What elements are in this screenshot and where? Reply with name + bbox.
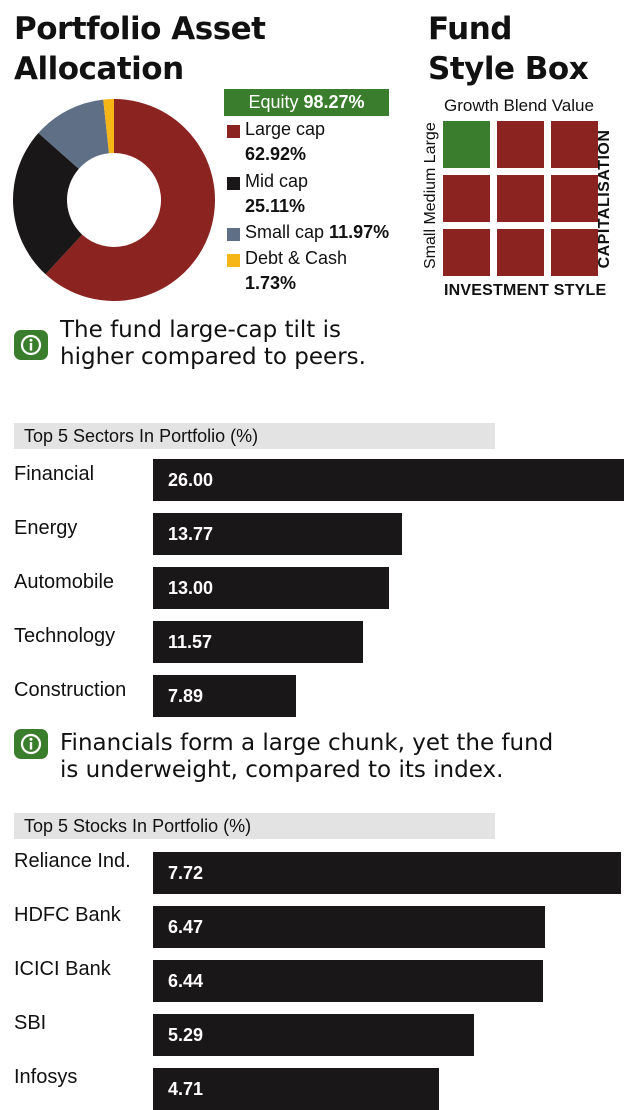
- style-cell-medium-value: [551, 175, 598, 222]
- category-label: Financial: [14, 463, 95, 485]
- note-large-cap-tilt-line2: higher compared to peers.: [60, 344, 366, 370]
- bar: 7.72: [153, 852, 621, 894]
- donut-slice-mid-cap: [12, 133, 83, 275]
- note-large-cap-tilt-line1: The fund large-cap tilt is: [60, 317, 341, 343]
- note-financials-line1: Financials form a large chunk, yet the f…: [60, 730, 554, 756]
- bar: 11.57: [153, 621, 363, 663]
- bar: 7.89: [153, 675, 296, 717]
- bar-value-label: 13.77: [168, 524, 214, 544]
- legend-swatch-debt-cash: [227, 254, 240, 267]
- bar-value-label: 7.72: [168, 863, 204, 883]
- equity-badge: Equity 98.27%: [224, 89, 389, 116]
- category-label: Reliance Ind.: [14, 850, 131, 872]
- legend-label-small-cap: Small cap: [245, 222, 325, 242]
- style-cell-medium-growth: [443, 175, 490, 222]
- category-label: Automobile: [14, 571, 115, 593]
- style-cell-large-value: [551, 121, 598, 168]
- stocks-chart-title: Top 5 Stocks In Portfolio (%): [14, 813, 495, 839]
- legend-value-large-cap: 62.92%: [245, 144, 307, 164]
- legend-swatch-mid-cap: [227, 177, 240, 190]
- category-label: Construction: [14, 679, 127, 701]
- equity-label: Equity: [248, 92, 299, 112]
- bar-value-label: 26.00: [168, 470, 214, 490]
- style-cell-medium-blend: [497, 175, 544, 222]
- style-box-title-line1: Fund: [428, 11, 512, 47]
- bar-value-label: 7.89: [168, 686, 204, 706]
- style-cell-large-growth: [443, 121, 490, 168]
- page-title-line1: Portfolio Asset: [14, 11, 266, 47]
- category-label: SBI: [14, 1012, 47, 1034]
- bar: 26.00: [153, 459, 624, 501]
- bar-value-label: 13.00: [168, 578, 214, 598]
- style-cell-large-blend: [497, 121, 544, 168]
- legend-swatch-large-cap: [227, 125, 240, 138]
- legend-small-cap: Small cap 11.97%: [245, 222, 389, 243]
- category-label: Infosys: [14, 1066, 78, 1088]
- allocation-donut-chart: [12, 99, 215, 301]
- donut-slice-debt-cash: [103, 99, 114, 154]
- info-icon: [14, 330, 48, 360]
- style-box-title-line2: Style Box: [428, 51, 589, 87]
- page-title-line2: Allocation: [14, 51, 184, 87]
- donut-slice-small-cap: [38, 99, 109, 169]
- category-label: ICICI Bank: [14, 958, 111, 980]
- legend-label-large-cap: Large cap: [245, 119, 326, 139]
- category-label: Technology: [14, 625, 116, 647]
- legend-value-small-cap: 11.97%: [329, 222, 390, 242]
- bar-value-label: 4.71: [168, 1079, 204, 1099]
- investment-style-axis-label: INVESTMENT STYLE: [444, 282, 607, 299]
- legend-label-mid-cap: Mid cap: [245, 171, 309, 191]
- style-cell-small-blend: [497, 229, 544, 276]
- style-cell-small-growth: [443, 229, 490, 276]
- bar: 13.00: [153, 567, 389, 609]
- bar-value-label: 6.47: [168, 917, 204, 937]
- bar: 6.47: [153, 906, 545, 948]
- bar: 4.71: [153, 1068, 439, 1110]
- bar: 6.44: [153, 960, 543, 1002]
- equity-value: 98.27%: [303, 92, 365, 112]
- style-box-columns-label: Growth Blend Value: [444, 96, 594, 115]
- bar-value-label: 11.57: [168, 632, 213, 652]
- legend-value-debt-cash: 1.73%: [245, 273, 297, 293]
- bar-value-label: 6.44: [168, 971, 204, 991]
- bar: 13.77: [153, 513, 402, 555]
- style-box-rows-label: Small Medium Large: [422, 122, 439, 269]
- note-financials-line2: is underweight, compared to its index.: [60, 757, 504, 783]
- bar: 5.29: [153, 1014, 474, 1056]
- style-cell-small-value: [551, 229, 598, 276]
- info-icon: [14, 729, 48, 759]
- legend-label-debt-cash: Debt & Cash: [245, 248, 348, 268]
- sectors-chart-title: Top 5 Sectors In Portfolio (%): [14, 423, 495, 449]
- bar-value-label: 5.29: [168, 1025, 204, 1045]
- legend-value-mid-cap: 25.11%: [245, 196, 306, 216]
- donut-slice-large-cap: [45, 99, 215, 301]
- legend-swatch-small-cap: [227, 228, 240, 241]
- category-label: Energy: [14, 517, 78, 539]
- category-label: HDFC Bank: [14, 904, 121, 926]
- capitalisation-axis-label: CAPITALISATION: [596, 129, 613, 269]
